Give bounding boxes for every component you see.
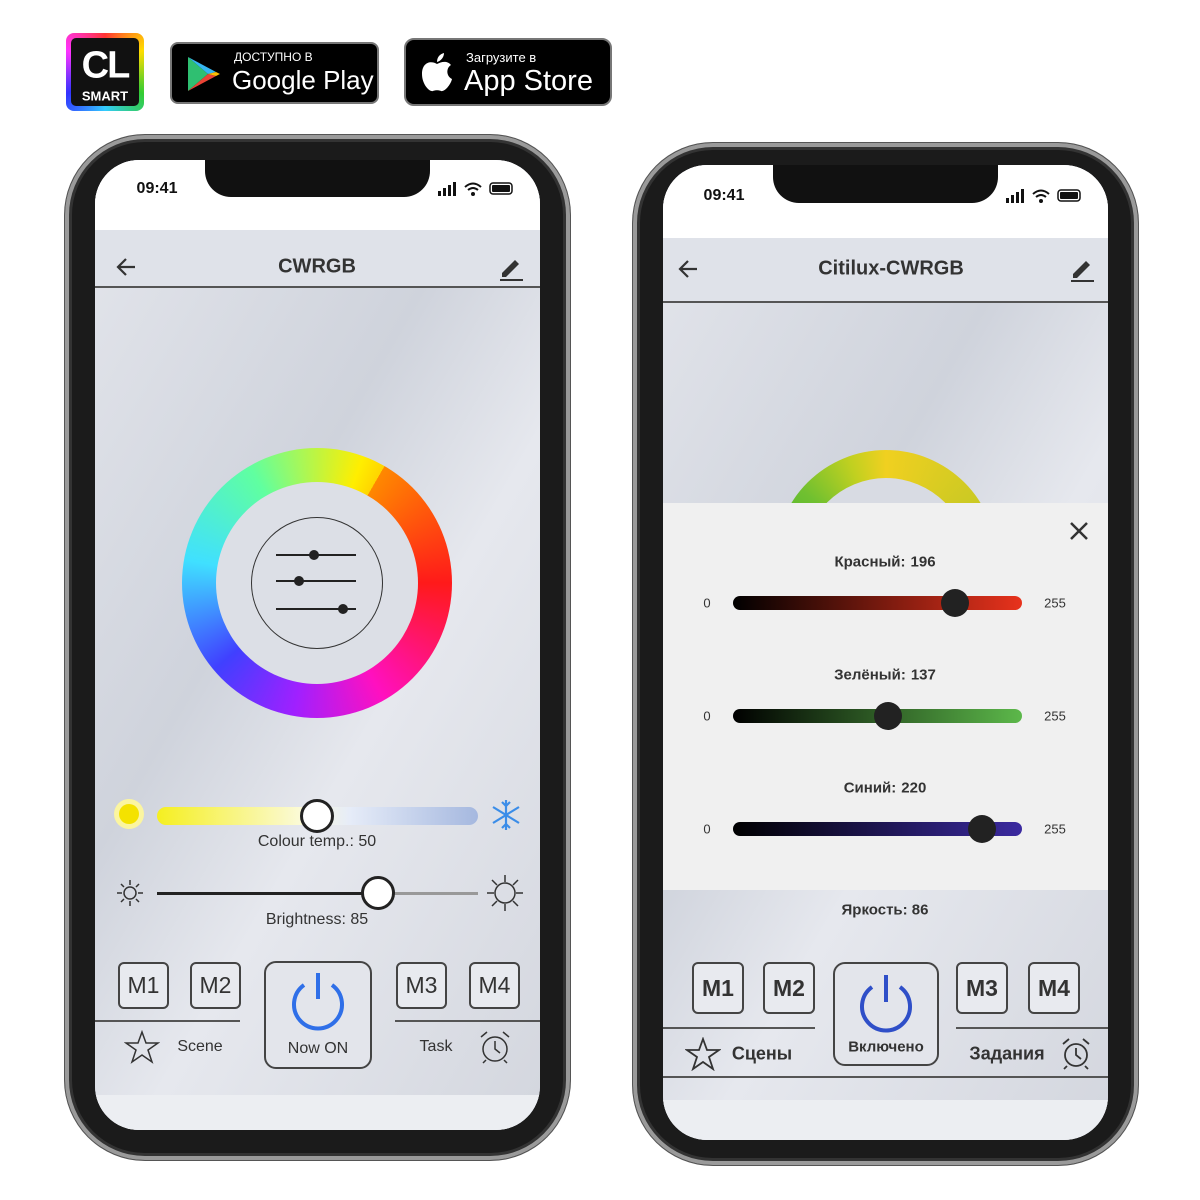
device-title: Citilux-CWRGB [818,257,964,280]
color-slider[interactable] [733,596,1022,610]
alarm-icon[interactable] [1059,1036,1093,1070]
phone-frame: 09:41 CWRGB Colour temp.: 50 [65,135,570,1160]
apple-icon [422,53,452,92]
slider-thumb[interactable] [874,702,903,730]
mode-button[interactable]: M1 [118,962,169,1009]
play-icon [188,57,220,91]
slider-max: 255 [1044,708,1066,724]
slider-label: Синий: 220 [844,780,927,797]
mode-button[interactable]: M2 [190,962,241,1009]
slider-label-value: 220 [901,779,927,797]
phone-frame: 09:41 Citilux-CWRGB Красный: 196 0 255 Зелён… [633,143,1138,1165]
slider-min: 0 [703,595,711,611]
power-button[interactable]: Включено [833,962,939,1066]
adjust-icon[interactable] [272,543,362,623]
badge-big-text: App Store [464,65,593,97]
badge-big-text: Google Play [232,65,374,95]
brightness-slider[interactable] [157,892,478,895]
mode-button[interactable]: M3 [956,962,1008,1014]
google-play-badge[interactable]: ДОСТУПНО В Google Play [170,42,379,104]
bright-icon [487,875,523,911]
mode-button[interactable]: M4 [469,962,520,1009]
status-time: 09:41 [136,180,178,197]
brightness-label: Яркость: 86 [841,901,929,919]
logo-subtext: SMART [81,88,129,104]
slider-thumb[interactable] [361,876,395,910]
slider-thumb[interactable] [941,589,970,617]
back-button[interactable] [677,257,701,281]
logo-text: CL [81,44,131,87]
close-button[interactable] [1069,521,1089,541]
mode-button[interactable]: M1 [692,962,744,1014]
rgb-panel: Красный: 196 0 255 Зелёный: 137 0 255 Синий: 220 0… [663,503,1108,890]
power-button[interactable]: Now ON [264,961,372,1069]
slider-thumb[interactable] [300,799,334,833]
scene-label[interactable]: Scene [177,1038,223,1055]
slider-label-name: Синий: [843,779,897,797]
slider-label: Красный: 196 [834,554,935,571]
slider-max: 255 [1044,821,1066,837]
phone-screen: 09:41 CWRGB Colour temp.: 50 [95,160,540,1130]
slider-thumb[interactable] [968,815,997,843]
status-icons [438,182,513,196]
slider-label: Зелёный: 137 [834,667,936,684]
app-logo: CL SMART [66,33,144,111]
slider-label-name: Зелёный: [834,666,906,684]
app-store-badge[interactable]: Загрузите в App Store [404,38,612,106]
power-label: Now ON [287,1040,349,1057]
status-time: 09:41 [703,187,745,204]
slider-label-value: 137 [910,666,936,684]
badge-small-text: Загрузите в [466,50,537,65]
slider-label-name: Красный: [834,553,906,571]
slider-max: 255 [1044,595,1066,611]
mode-button[interactable]: M3 [396,962,447,1009]
power-label: Включено [848,1038,924,1056]
scene-label[interactable]: Сцены [731,1043,793,1064]
color-slider[interactable] [733,822,1022,836]
task-label[interactable]: Task [419,1038,453,1055]
mode-button[interactable]: M2 [763,962,815,1014]
warm-icon [114,799,144,829]
dim-icon [117,880,143,906]
slider-min: 0 [703,821,711,837]
brightness-label: Brightness: 85 [265,911,369,928]
badge-small-text: ДОСТУПНО В [234,50,313,64]
color-wheel[interactable] [182,448,452,718]
slider-label-value: 196 [910,553,936,571]
status-icons [1006,189,1081,203]
star-icon[interactable] [685,1037,721,1071]
power-icon [292,973,344,1031]
task-label[interactable]: Задания [969,1043,1045,1064]
edit-button[interactable] [1069,256,1095,282]
edit-button[interactable] [498,255,524,281]
device-title: CWRGB [278,255,356,278]
slider-min: 0 [703,708,711,724]
star-icon[interactable] [124,1030,160,1064]
power-icon [860,975,912,1033]
phone-screen: 09:41 Citilux-CWRGB Красный: 196 0 255 Зелён… [663,165,1108,1140]
cold-icon [492,800,520,830]
mode-button[interactable]: M4 [1028,962,1080,1014]
alarm-icon[interactable] [477,1029,513,1065]
back-button[interactable] [115,255,139,279]
colour-temp-label: Colour temp.: 50 [257,833,377,850]
